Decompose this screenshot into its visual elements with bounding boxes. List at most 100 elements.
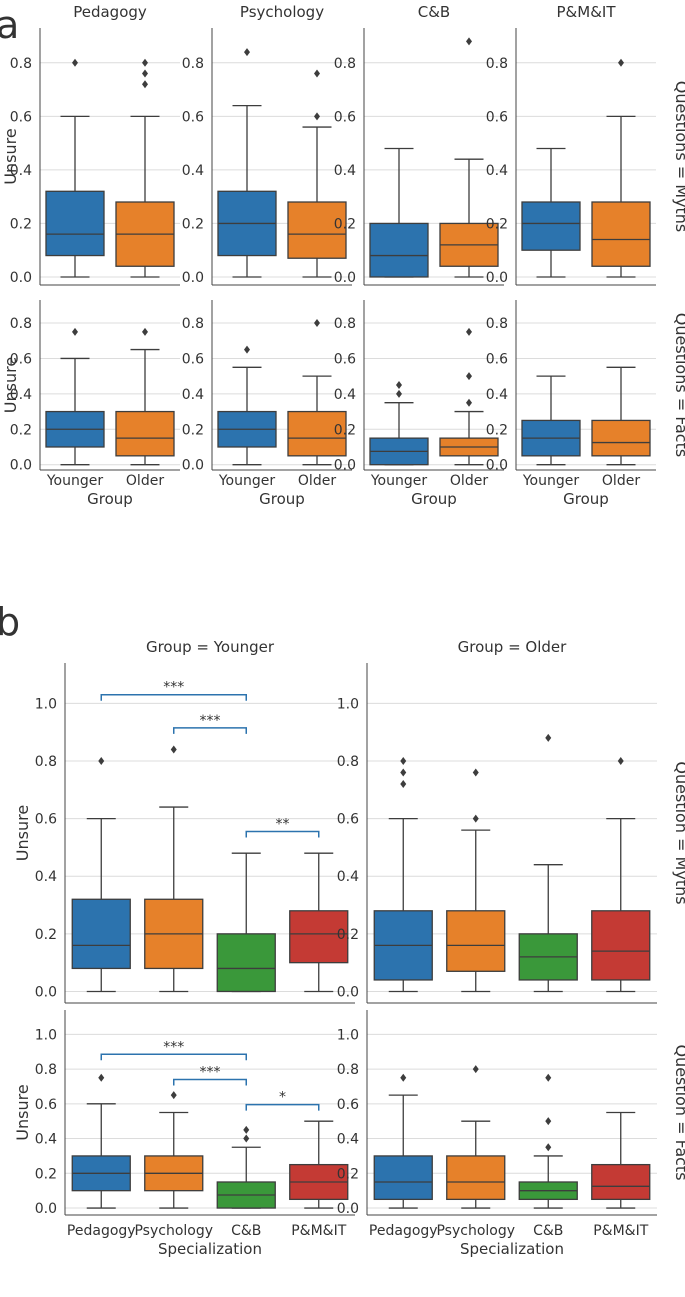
x-axis-label: Specialization [460,1240,564,1258]
significance-label: ** [276,817,290,833]
box-pmit [591,756,651,993]
box-younger [521,147,581,278]
iqr-box [521,201,581,251]
y-tick-label: 0.0 [35,984,57,1000]
x-tick-label: Psychology [436,1223,515,1239]
outlier-point [545,1143,552,1152]
iqr-box [45,190,105,257]
outlier-point [244,345,250,354]
box-pedagogy [71,1073,131,1209]
outlier-point [466,398,472,407]
y-tick-label: 0.6 [35,1097,57,1113]
y-tick-label: 0.4 [337,1132,359,1148]
box-younger [217,48,277,278]
box-older [287,319,347,466]
x-tick-label: Older [126,473,164,489]
box-cb [216,1125,276,1209]
y-tick-label: 0.2 [182,216,204,232]
outlier-point [466,327,472,336]
outlier-point [72,327,78,336]
outlier-point [314,69,320,78]
box-older [115,327,175,466]
y-tick-label: 0.2 [486,422,508,438]
y-tick-label: 1.0 [337,696,359,712]
panel-label-a: a [0,3,19,47]
box-younger [369,147,429,278]
box-cb [216,852,276,993]
y-tick-label: 0.4 [334,163,356,179]
outlier-point [472,1065,479,1074]
x-tick-label: P&M&IT [291,1223,346,1239]
y-tick-label: 0.6 [182,351,204,367]
outlier-point [243,1125,250,1134]
box-pedagogy [71,756,131,993]
outlier-point [314,319,320,328]
significance-label: *** [163,680,184,696]
row-title: Questions = Facts [672,313,685,457]
y-tick-label: 0.0 [182,270,204,286]
outlier-point [243,1134,250,1143]
y-tick-label: 0.2 [182,422,204,438]
y-axis-label: Unsure [13,1084,32,1140]
y-tick-label: 0.4 [182,387,204,403]
x-tick-label: Pedagogy [369,1223,438,1239]
y-tick-label: 0.4 [182,163,204,179]
iqr-box [369,222,429,278]
y-tick-label: 0.6 [182,109,204,125]
column-title: Psychology [240,3,324,21]
x-tick-label: Older [602,473,640,489]
outlier-point [98,756,105,765]
y-tick-label: 0.0 [486,458,508,474]
outlier-point [400,780,407,789]
iqr-box [591,910,651,981]
y-axis-label: Unsure [13,805,32,861]
iqr-box [373,1155,433,1201]
outlier-point [142,69,148,78]
y-tick-label: 0.8 [35,1062,57,1078]
box-psychology [144,745,204,993]
y-tick-label: 0.8 [334,56,356,72]
y-tick-label: 0.8 [10,56,32,72]
y-tick-label: 0.6 [337,812,359,828]
bracket-line [173,727,247,734]
outlier-point [618,58,624,67]
iqr-box [446,910,506,972]
box-pedagogy [373,756,433,993]
box-pmit [591,1111,651,1209]
outlier-point [400,756,407,765]
y-tick-label: 0.4 [486,387,508,403]
column-title: P&M&IT [557,3,617,21]
y-tick-label: 1.0 [35,696,57,712]
x-tick-label: Older [450,473,488,489]
y-tick-label: 0.6 [334,109,356,125]
x-tick-label: C&B [231,1223,261,1239]
y-tick-label: 0.2 [35,927,57,943]
x-axis-label: Group [411,490,457,508]
x-tick-label: Older [298,473,336,489]
box-psychology [144,1091,204,1209]
y-axis-label: Unsure [1,128,20,184]
y-tick-label: 0.0 [334,270,356,286]
y-tick-label: 0.2 [486,216,508,232]
box-older [287,69,347,278]
y-tick-label: 0.6 [35,812,57,828]
chart-a-myths-facts-by-group: 0.00.20.40.60.8PedagogyUnsure0.00.20.40.… [1,3,685,508]
bracket-line [245,830,320,838]
x-axis-label: Group [563,490,609,508]
column-title: Group = Younger [146,638,275,656]
outlier-point [545,1117,552,1126]
y-tick-label: 1.0 [35,1027,57,1043]
y-tick-label: 0.4 [10,387,32,403]
iqr-box [115,410,175,457]
box-psychology [446,768,506,993]
y-tick-label: 0.4 [337,869,359,885]
iqr-box [216,933,276,993]
outlier-point [545,733,552,742]
row-title: Question = Myths [672,761,685,904]
x-tick-label: Younger [218,473,276,489]
x-tick-label: Pedagogy [67,1223,136,1239]
facet-a-r0-c1: 0.0 0.2 0.4 0.6 0.8 Psychology [182,3,352,286]
